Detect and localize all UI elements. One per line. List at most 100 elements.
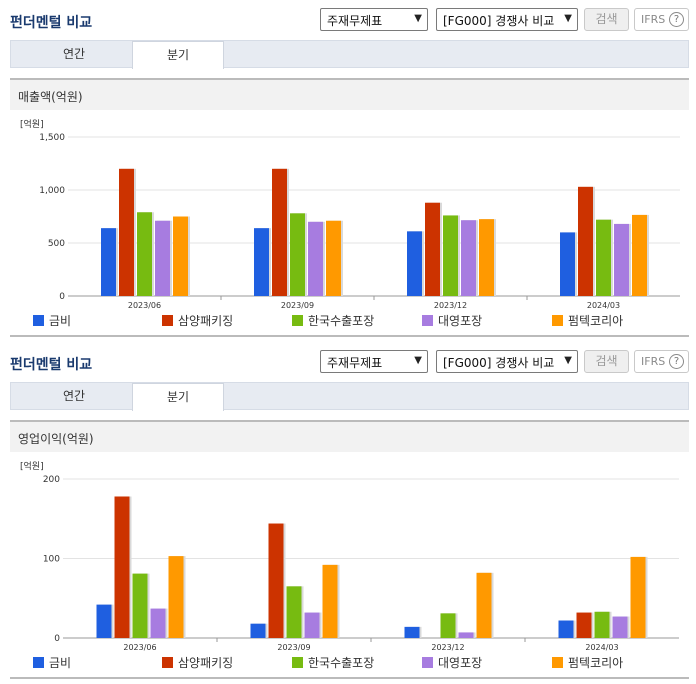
legend-label: 대영포장 xyxy=(438,314,483,328)
x-tick-label: 2024/03 xyxy=(587,301,620,310)
bar xyxy=(425,202,440,296)
bar xyxy=(461,220,476,296)
bar xyxy=(114,496,130,638)
chevron-down-icon: ▼ xyxy=(414,13,422,24)
legend-item[interactable]: 펌텍코리아 xyxy=(552,654,623,670)
x-tick-label: 2024/03 xyxy=(585,643,618,652)
panel-title: 펀더멘털 비교 xyxy=(10,357,93,373)
statement-type-select[interactable]: 주재무제표 ▼ xyxy=(320,350,428,373)
tab-quarterly[interactable]: 분기 xyxy=(132,41,224,69)
period-tabs: 연간 분기 xyxy=(10,382,689,411)
operating-income-bar-chart: 0 100 200 2023/06 2023/09 2023/12 2024/03 xyxy=(43,475,679,652)
legend-swatch xyxy=(162,657,173,668)
bar xyxy=(326,220,341,296)
y-tick-label: 0 xyxy=(54,634,60,644)
y-tick-label: 1,000 xyxy=(39,186,65,196)
legend-label: 금비 xyxy=(49,656,72,670)
bar xyxy=(150,608,166,638)
legend-label: 한국수출포장 xyxy=(308,314,375,328)
help-icon[interactable]: ? xyxy=(669,354,684,369)
peer-group-select[interactable]: [FG000] 경쟁사 비교 ▼ xyxy=(436,350,578,373)
ifrs-button[interactable]: IFRS? xyxy=(634,8,689,31)
legend-item[interactable]: 펌텍코리아 xyxy=(552,312,623,328)
bar xyxy=(407,231,422,296)
peer-group-select[interactable]: [FG000] 경쟁사 비교 ▼ xyxy=(436,8,578,31)
statement-type-value: 주재무제표 xyxy=(327,356,383,370)
legend-swatch xyxy=(422,315,433,326)
legend-item[interactable]: 삼양패키징 xyxy=(162,312,233,328)
legend-swatch xyxy=(292,657,303,668)
unit-label: [억원] xyxy=(20,462,44,472)
section-title: 영업이익(억원) xyxy=(18,432,94,446)
legend-swatch xyxy=(33,657,44,668)
legend-label: 삼양패키징 xyxy=(178,656,234,670)
x-tick-label: 2023/06 xyxy=(123,643,156,652)
bar xyxy=(304,612,320,638)
tab-annual[interactable]: 연간 xyxy=(62,389,86,403)
section-header: 영업이익(억원) xyxy=(10,420,689,452)
chart-legend: 금비 삼양패키징 한국수출포장 대영포장 펌텍코리아 xyxy=(0,312,696,330)
help-icon[interactable]: ? xyxy=(669,12,684,27)
legend-item[interactable]: 삼양패키징 xyxy=(162,654,233,670)
bar xyxy=(250,623,266,638)
legend-label: 펌텍코리아 xyxy=(568,656,624,670)
bar xyxy=(560,232,575,296)
x-tick-label: 2023/09 xyxy=(281,301,314,310)
legend-swatch xyxy=(422,657,433,668)
legend-item[interactable]: 한국수출포장 xyxy=(292,312,374,328)
period-tabs: 연간 분기 xyxy=(10,40,689,69)
legend-item[interactable]: 한국수출포장 xyxy=(292,654,374,670)
bar xyxy=(479,219,494,296)
legend-label: 삼양패키징 xyxy=(178,314,234,328)
bar xyxy=(404,626,420,638)
legend-swatch xyxy=(292,315,303,326)
bar xyxy=(119,168,134,296)
legend-label: 한국수출포장 xyxy=(308,656,375,670)
bar xyxy=(268,523,284,638)
legend-swatch xyxy=(33,315,44,326)
legend-label: 금비 xyxy=(49,314,72,328)
legend-item[interactable]: 대영포장 xyxy=(422,654,482,670)
legend-label: 펌텍코리아 xyxy=(568,314,624,328)
ifrs-label: IFRS xyxy=(641,355,666,368)
chart-legend: 금비 삼양패키징 한국수출포장 대영포장 펌텍코리아 xyxy=(0,654,696,672)
x-tick-label: 2023/12 xyxy=(431,643,464,652)
bar xyxy=(308,221,323,296)
legend-swatch xyxy=(552,315,563,326)
ifrs-button[interactable]: IFRS? xyxy=(634,350,689,373)
bar xyxy=(614,223,629,296)
y-tick-label: 100 xyxy=(43,555,60,565)
bar xyxy=(476,572,492,638)
statement-type-select[interactable]: 주재무제표 ▼ xyxy=(320,8,428,31)
bar xyxy=(594,611,610,638)
bar xyxy=(254,228,269,296)
bar xyxy=(578,186,593,296)
bar xyxy=(612,616,628,638)
bar xyxy=(173,216,188,296)
x-tick-label: 2023/12 xyxy=(434,301,467,310)
legend-item[interactable]: 금비 xyxy=(33,312,71,328)
tab-quarterly[interactable]: 분기 xyxy=(132,383,224,411)
section-header: 매출액(억원) xyxy=(10,78,689,110)
search-button[interactable]: 검색 xyxy=(584,8,629,31)
legend-swatch xyxy=(552,657,563,668)
bar xyxy=(137,212,152,296)
bar xyxy=(596,219,611,296)
ifrs-label: IFRS xyxy=(641,13,666,26)
unit-label: [억원] xyxy=(20,120,44,130)
bar xyxy=(458,632,474,638)
bar xyxy=(272,168,287,296)
peer-group-value: [FG000] 경쟁사 비교 xyxy=(443,356,555,370)
panel-header: 펀더멘털 비교 주재무제표 ▼ [FG000] 경쟁사 비교 ▼ 검색 IFRS? xyxy=(0,342,696,380)
legend-item[interactable]: 금비 xyxy=(33,654,71,670)
search-button[interactable]: 검색 xyxy=(584,350,629,373)
panel-title: 펀더멘털 비교 xyxy=(10,15,93,31)
bar xyxy=(630,556,646,638)
bar xyxy=(132,573,148,638)
legend-item[interactable]: 대영포장 xyxy=(422,312,482,328)
revenue-bar-chart: 0 500 1,000 1,500 2023/06 2023/09 2023/12 2024/… xyxy=(39,133,680,310)
y-tick-label: 1,500 xyxy=(39,133,65,143)
bar xyxy=(290,213,305,296)
bar xyxy=(155,220,170,296)
tab-annual[interactable]: 연간 xyxy=(62,47,86,61)
